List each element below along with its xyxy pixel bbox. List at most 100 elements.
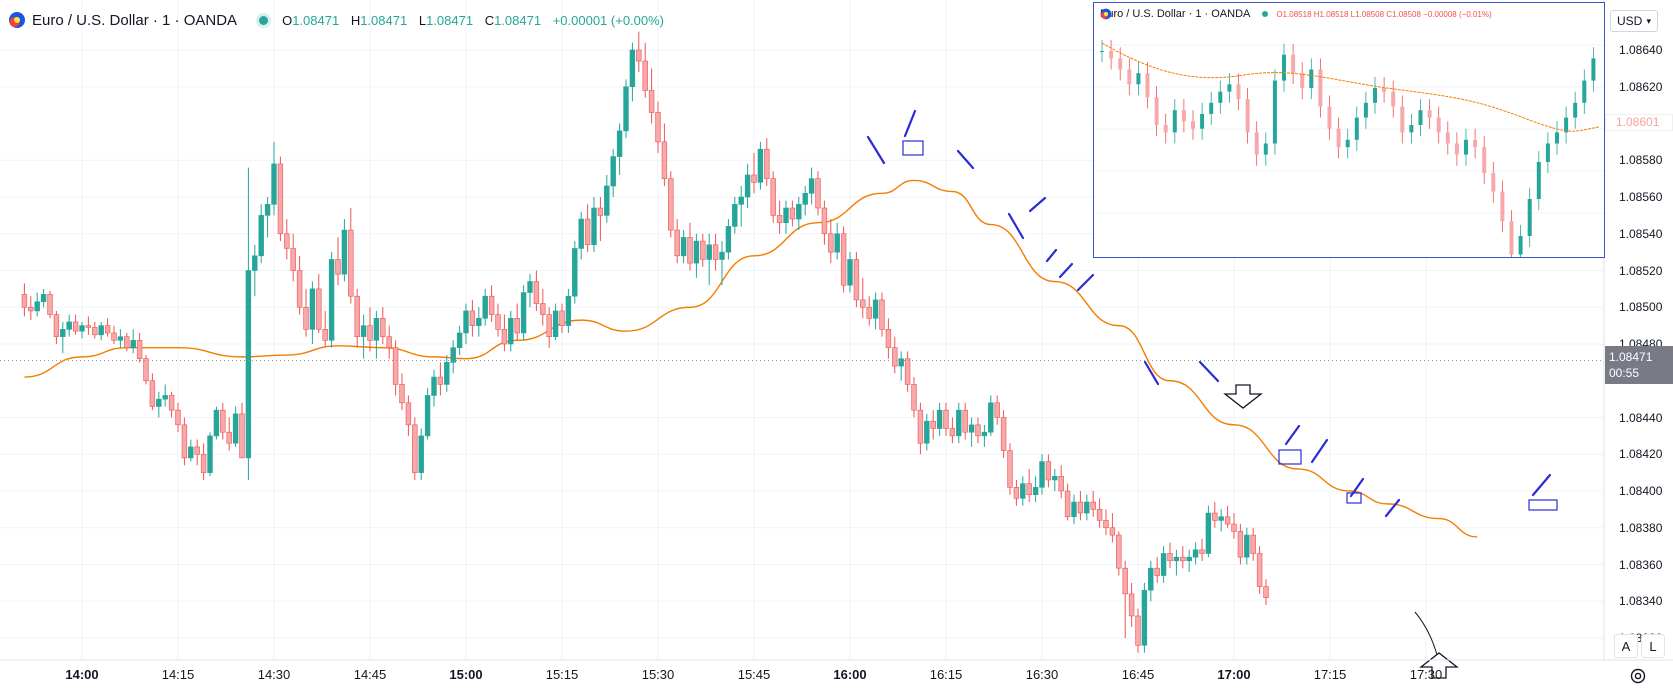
inset-chart-image[interactable]: Euro / U.S. Dollar · 1 · OANDA O1.08518 … xyxy=(1093,2,1605,258)
inset-candle-body xyxy=(1218,91,1223,103)
time-tick-label: 14:30 xyxy=(257,667,291,682)
inset-candle-body xyxy=(1282,54,1286,81)
candle xyxy=(943,402,949,436)
candle xyxy=(885,318,892,359)
candle-body xyxy=(872,299,879,319)
time-tick-label: 14:15 xyxy=(161,667,195,682)
inset-candle-body xyxy=(1418,110,1423,125)
inset-candle-body xyxy=(1382,88,1387,92)
inset-candle-body xyxy=(1500,191,1505,222)
candle-body xyxy=(796,204,802,220)
candle xyxy=(1180,546,1186,569)
inset-candle xyxy=(1418,99,1423,137)
inset-candle xyxy=(1555,121,1559,155)
candle xyxy=(1103,509,1109,536)
candle-body xyxy=(994,402,1000,418)
candle xyxy=(725,219,732,260)
inset-candle-body xyxy=(1573,102,1578,118)
candle-body xyxy=(60,328,66,337)
candle xyxy=(668,171,674,238)
candle-body xyxy=(738,196,744,205)
inset-candle xyxy=(1263,132,1268,166)
auto-scale-button[interactable]: A xyxy=(1614,634,1638,658)
candle-body xyxy=(1141,589,1148,646)
candle-body xyxy=(194,446,200,455)
price-tick-label: 1.08400 xyxy=(1619,484,1663,498)
trend-stroke-annotation xyxy=(1028,196,1047,213)
inset-candle xyxy=(1545,132,1550,174)
candle-body xyxy=(751,174,757,183)
candle xyxy=(463,303,469,344)
candle-body xyxy=(328,259,335,341)
candle xyxy=(1039,454,1045,495)
candle xyxy=(1256,546,1263,594)
symbol-title[interactable]: Euro / U.S. Dollar · 1 · OANDA xyxy=(32,11,238,29)
candle xyxy=(687,222,693,271)
chevron-down-icon: ▾ xyxy=(1646,15,1651,26)
candle-body xyxy=(917,409,924,444)
candle-body xyxy=(975,424,981,437)
inset-status-dot xyxy=(1262,11,1269,17)
candle-body xyxy=(290,248,296,271)
inset-chart-canvas xyxy=(1094,39,1604,257)
candle-body xyxy=(405,402,412,426)
euro-dollar-flag-icon xyxy=(9,12,25,28)
candle-body xyxy=(1045,461,1052,481)
candle xyxy=(335,237,341,286)
candle xyxy=(783,200,789,234)
price-tick-label: 1.08340 xyxy=(1619,594,1663,609)
candle xyxy=(444,355,450,392)
candle-body xyxy=(316,288,322,330)
currency-button[interactable]: USD ▾ xyxy=(1610,10,1658,32)
inset-title: Euro / U.S. Dollar · 1 · OANDA xyxy=(1100,8,1251,20)
inset-candle-body xyxy=(1327,106,1332,129)
candle-body xyxy=(1058,475,1064,492)
inset-candle-body xyxy=(1363,102,1368,118)
candle xyxy=(322,310,328,348)
candle-body xyxy=(1180,556,1186,562)
candle xyxy=(904,351,911,392)
time-tick-label: 14:45 xyxy=(353,667,387,682)
candle-body xyxy=(463,310,469,334)
log-scale-button[interactable]: L xyxy=(1641,634,1665,658)
candle xyxy=(40,288,47,308)
box-annotation xyxy=(1528,499,1558,511)
candle xyxy=(892,336,898,374)
candle-body xyxy=(725,226,732,253)
candle xyxy=(764,138,770,186)
time-tick-label: 16:45 xyxy=(1121,667,1155,682)
candle xyxy=(988,395,994,436)
moving-average-layer xyxy=(24,179,1478,538)
inset-candle xyxy=(1145,62,1150,109)
candle xyxy=(149,373,156,411)
candle-body xyxy=(1186,556,1192,562)
candle-body xyxy=(111,332,117,341)
candle-body xyxy=(1122,567,1128,595)
candle xyxy=(1167,542,1173,569)
candle xyxy=(104,318,111,337)
candle-body xyxy=(188,446,194,459)
candle-body xyxy=(200,453,207,473)
candle-body xyxy=(776,215,783,224)
inset-candle xyxy=(1172,99,1177,144)
inset-candle-body xyxy=(1291,54,1296,74)
candle-body xyxy=(72,321,79,332)
candle xyxy=(380,307,386,344)
candle xyxy=(616,123,623,175)
candle xyxy=(1148,560,1154,602)
gear-icon[interactable] xyxy=(1628,666,1648,686)
inset-candle-body xyxy=(1400,106,1405,133)
inset-candle-body xyxy=(1509,221,1514,255)
inset-candle-body xyxy=(1127,69,1132,85)
candle xyxy=(1154,557,1160,583)
candle-body xyxy=(360,325,367,337)
inset-candle xyxy=(1464,128,1468,166)
candle xyxy=(482,288,488,326)
candle xyxy=(789,200,796,227)
inset-candle-body xyxy=(1464,139,1468,155)
candle xyxy=(437,362,444,396)
candle xyxy=(540,288,546,326)
candle-body xyxy=(239,413,245,459)
candle-body xyxy=(21,294,28,308)
